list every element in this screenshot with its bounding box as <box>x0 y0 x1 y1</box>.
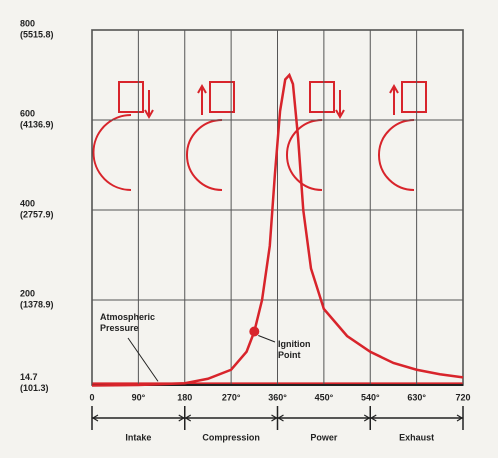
y-tick-sublabel: (2757.9) <box>20 209 54 219</box>
y-tick-label: 600 <box>20 108 35 118</box>
y-tick-label: 14.7 <box>20 372 38 382</box>
x-tick-label: 180 <box>177 392 192 402</box>
x-tick-label: 360° <box>268 392 287 402</box>
atmospheric-label-line: Atmospheric <box>100 312 155 322</box>
phase-label: Power <box>310 432 338 442</box>
phase-label: Intake <box>125 432 151 442</box>
background <box>0 0 498 458</box>
x-tick-label: 450° <box>315 392 334 402</box>
x-tick-label: 90° <box>132 392 146 402</box>
y-tick-sublabel: (4136.9) <box>20 119 54 129</box>
y-tick-label: 800 <box>20 18 35 28</box>
y-tick-label: 400 <box>20 198 35 208</box>
y-tick-sublabel: (101.3) <box>20 383 49 393</box>
ignition-label-line: Point <box>278 350 301 360</box>
y-tick-sublabel: (5515.8) <box>20 29 54 39</box>
x-tick-label: 0 <box>89 392 94 402</box>
x-tick-label: 720 <box>455 392 470 402</box>
y-tick-sublabel: (1378.9) <box>20 299 54 309</box>
x-tick-label: 540° <box>361 392 380 402</box>
phase-label: Exhaust <box>399 432 434 442</box>
x-tick-label: 630° <box>407 392 426 402</box>
ignition-marker <box>249 327 259 337</box>
ignition-label-line: Ignition <box>278 339 311 349</box>
atmospheric-label-line: Pressure <box>100 323 139 333</box>
y-tick-label: 200 <box>20 288 35 298</box>
phase-label: Compression <box>202 432 260 442</box>
chart: 14.7(101.3) 200(1378.9) 400(2757.9) 600(413… <box>0 0 498 458</box>
x-tick-label: 270° <box>222 392 241 402</box>
